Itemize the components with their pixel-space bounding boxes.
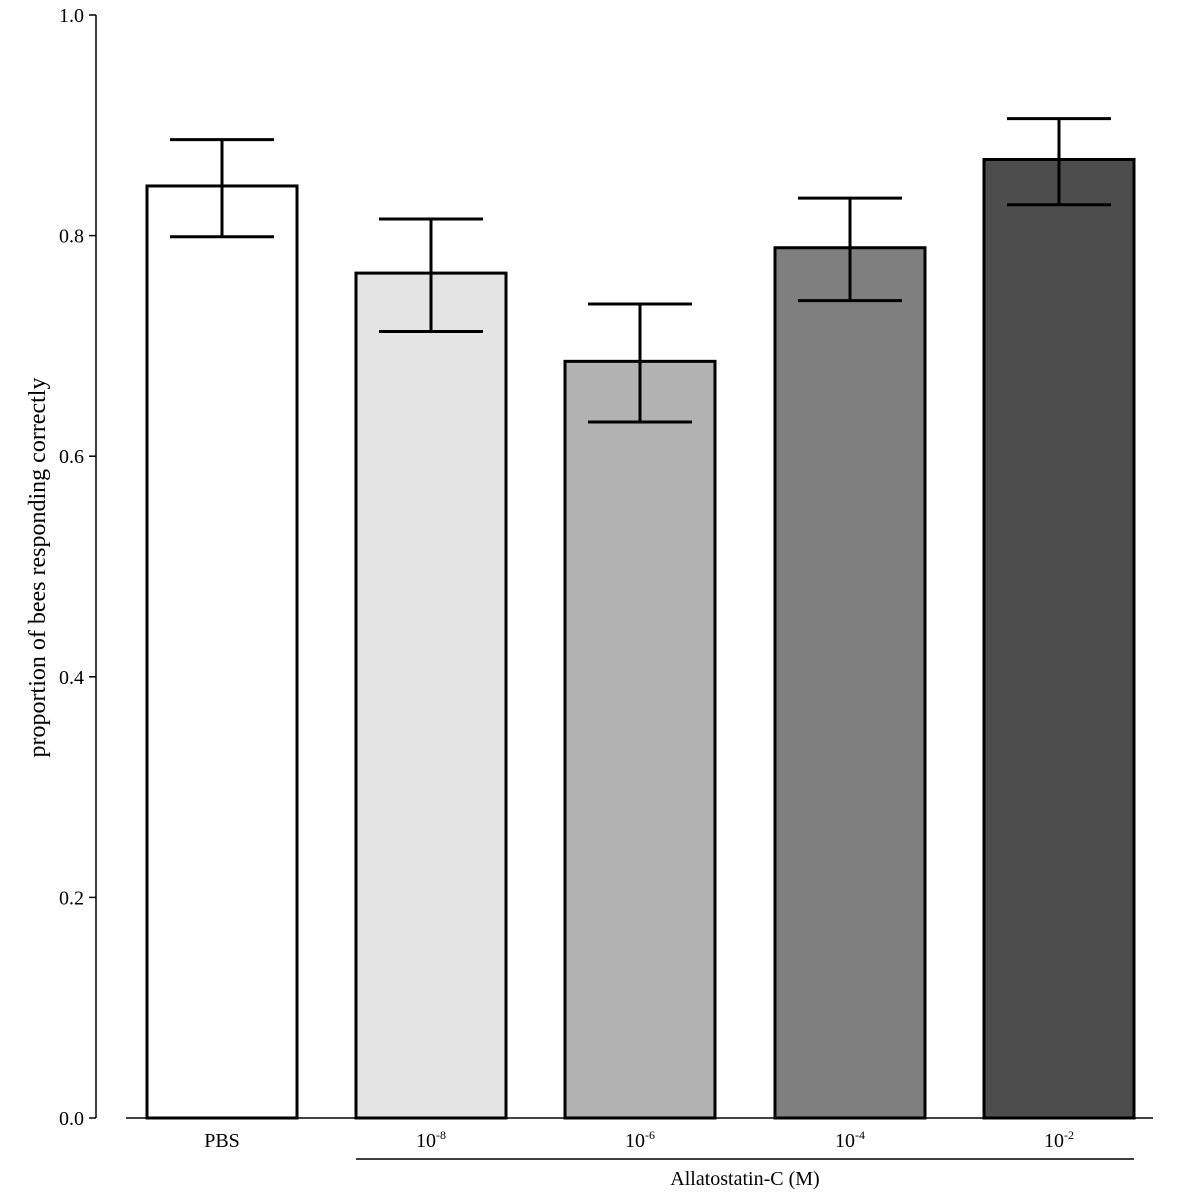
bar (563, 359, 717, 1120)
y-tick-label: 0.4 (59, 667, 84, 689)
y-tick-label: 0.8 (59, 226, 84, 248)
x-tick-label: PBS (204, 1130, 240, 1152)
x-tick-label: 10-8 (416, 1128, 446, 1152)
y-tick-label: 0.6 (59, 446, 84, 468)
bar (982, 157, 1136, 1120)
bar (773, 246, 927, 1120)
bars (145, 157, 1136, 1120)
x-tick-label: 10-6 (625, 1128, 655, 1152)
error-bars (170, 117, 1111, 424)
x-tick-label: 10-4 (835, 1128, 865, 1152)
bar (145, 184, 299, 1120)
y-tick-label: 0.2 (59, 887, 84, 909)
y-axis-title: proportion of bees responding correctly (25, 378, 51, 758)
y-tick-label: 0.0 (59, 1108, 84, 1130)
x-tick-label: 10-2 (1044, 1128, 1074, 1152)
y-tick-label: 1.0 (59, 5, 84, 27)
group-label: Allatostatin-C (M) (670, 1168, 819, 1190)
bar (354, 271, 508, 1120)
labels: PBS 10-8 10-6 10-4 10-2 Allatostatin-C (M) (204, 1128, 1134, 1190)
